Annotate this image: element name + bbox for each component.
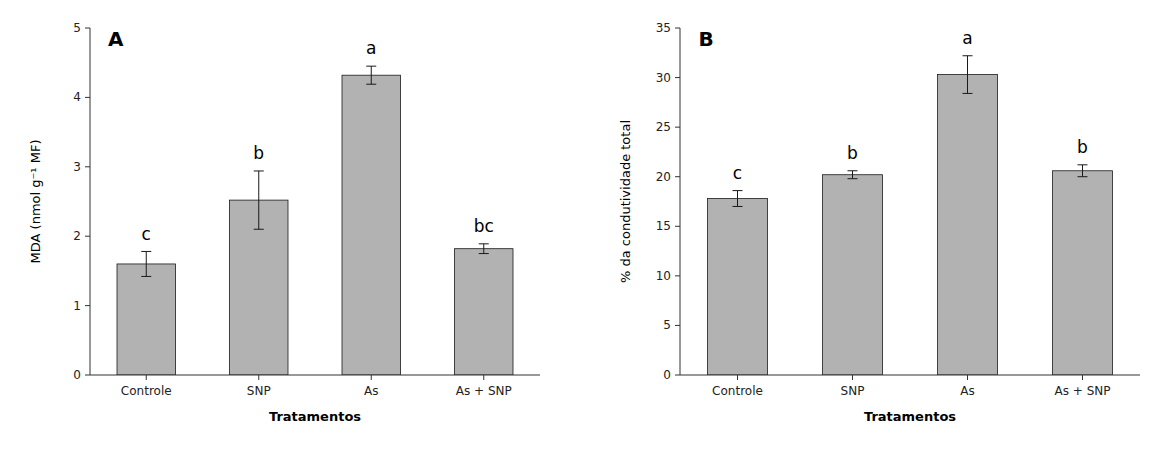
y-tick-label: 30 (656, 71, 671, 85)
x-tick (371, 375, 372, 380)
bars (708, 56, 1113, 375)
y-axis-label: MDA (nmol g⁻¹ MF) (28, 140, 43, 264)
panel: 0 1 2 3 4 5 c b a bc Controle SNP As As + SNP Tratamen… (28, 21, 540, 424)
bars (117, 66, 513, 375)
y-tick (85, 28, 90, 29)
significance-label: b (847, 143, 858, 163)
bar (938, 75, 998, 375)
y-tick (675, 375, 680, 376)
error-bar (254, 171, 264, 229)
x-tick (852, 375, 853, 380)
y-tick-label: 4 (73, 90, 81, 104)
y-axis (680, 28, 681, 375)
error-bar (479, 244, 489, 254)
y-tick-label: 5 (73, 21, 81, 35)
error-bar (366, 66, 376, 84)
x-tick-label: As + SNP (456, 384, 512, 398)
x-tick (737, 375, 738, 380)
x-tick-label: As (960, 384, 974, 398)
y-tick-label: 35 (656, 21, 671, 35)
error-bar (141, 251, 151, 276)
y-tick-label: 10 (656, 269, 671, 283)
bar (823, 175, 883, 375)
x-tick (146, 375, 147, 380)
figure: 012345cbabcControleSNPAsAs + SNPTratamen… (0, 0, 1170, 459)
y-tick (85, 97, 90, 98)
x-tick-label: As (364, 384, 378, 398)
y-tick-label: 0 (663, 368, 671, 382)
error-bar (733, 191, 743, 207)
x-tick (1082, 375, 1083, 380)
x-tick-label: Controle (121, 384, 172, 398)
significance-label: a (366, 38, 376, 58)
significance-label: c (733, 163, 742, 183)
y-tick (675, 226, 680, 227)
y-tick (675, 127, 680, 128)
panel-label: B (698, 27, 713, 51)
y-tick-label: 20 (656, 170, 671, 184)
significance-label: bc (474, 216, 494, 236)
significance-label: b (1077, 137, 1088, 157)
x-axis-label: Tratamentos (864, 409, 956, 424)
x-axis (680, 375, 1140, 376)
x-tick-label: SNP (841, 384, 865, 398)
y-tick-label: 25 (656, 120, 671, 134)
panel: 0 5 10 15 20 25 30 35 c b a b Controle SNP As As + SNP T… (618, 21, 1140, 424)
error-bar (848, 171, 858, 179)
y-tick (85, 166, 90, 167)
y-tick (675, 325, 680, 326)
bar (708, 199, 768, 375)
x-axis-label: Tratamentos (269, 409, 361, 424)
y-tick (85, 305, 90, 306)
y-tick (85, 236, 90, 237)
y-axis-label: % da condutividade total (618, 120, 633, 283)
y-tick (675, 77, 680, 78)
x-tick-label: As + SNP (1055, 384, 1111, 398)
y-tick-label: 5 (663, 318, 671, 332)
significance-label: b (253, 143, 264, 163)
y-tick-label: 0 (73, 368, 81, 382)
significance-label: a (962, 28, 972, 48)
y-tick (675, 176, 680, 177)
x-axis (90, 375, 540, 376)
x-tick (483, 375, 484, 380)
background (0, 0, 1170, 459)
y-tick-label: 1 (73, 299, 81, 313)
x-tick (258, 375, 259, 380)
y-tick (85, 375, 90, 376)
x-tick-label: SNP (247, 384, 271, 398)
bar (1053, 171, 1113, 375)
x-tick (967, 375, 968, 380)
y-tick (675, 28, 680, 29)
bar (455, 249, 514, 375)
y-axis (90, 28, 91, 375)
error-bar (1078, 165, 1088, 177)
significance-label: c (142, 224, 151, 244)
bar (342, 75, 401, 375)
panel-label: A (108, 27, 124, 51)
error-bar (963, 56, 973, 94)
x-tick-label: Controle (712, 384, 763, 398)
y-tick-label: 3 (73, 160, 81, 174)
y-tick-label: 15 (656, 219, 671, 233)
y-tick (675, 275, 680, 276)
bar (117, 264, 176, 375)
y-tick-label: 2 (73, 229, 81, 243)
